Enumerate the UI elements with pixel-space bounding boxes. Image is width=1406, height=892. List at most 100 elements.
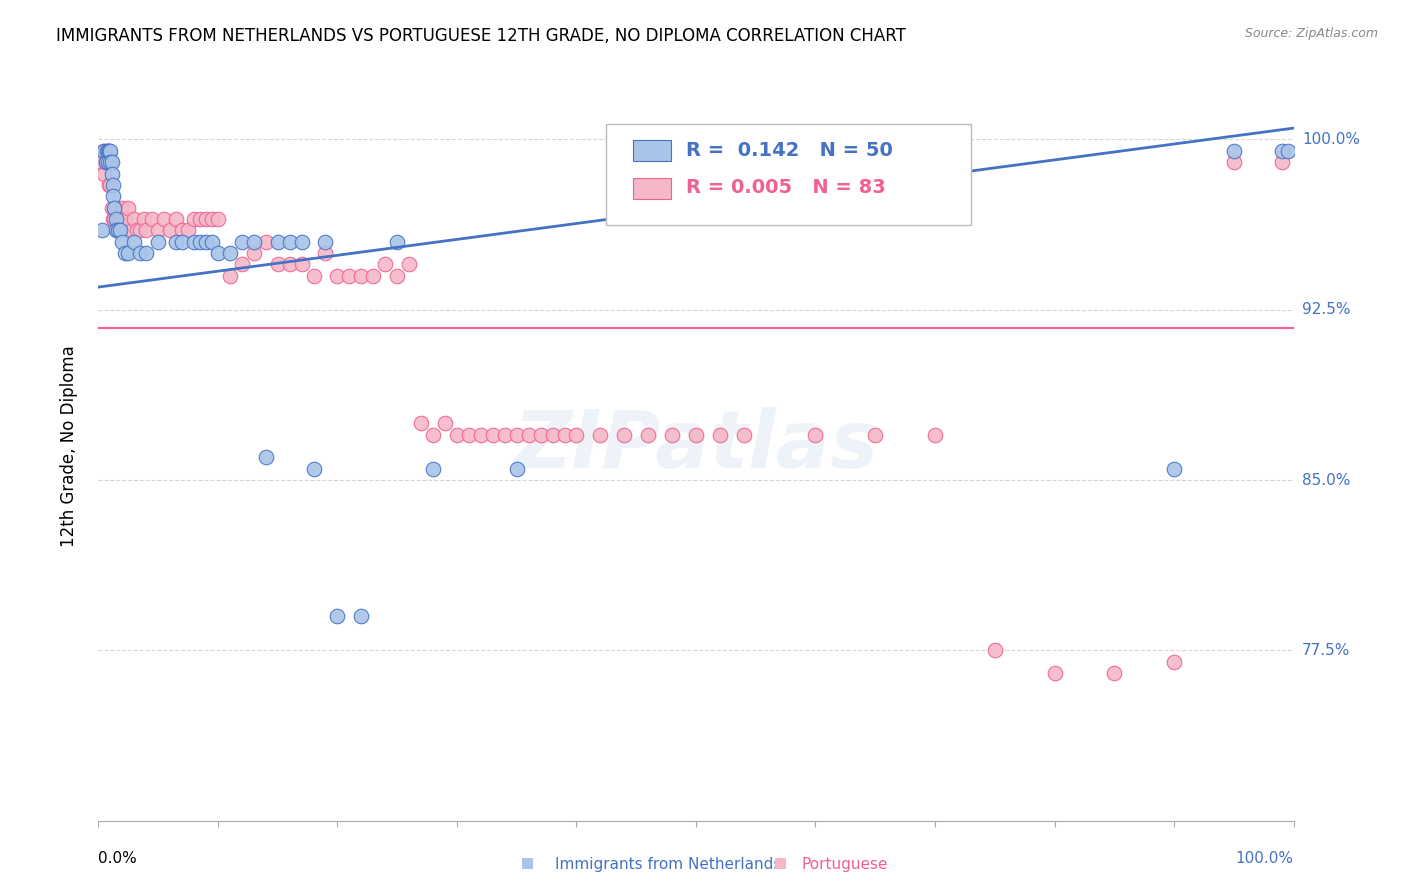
Point [105,211,128,226]
Point [231,235,253,249]
Point [96,155,118,169]
Point [165,211,187,226]
Text: 77.5%: 77.5% [1302,643,1350,657]
Point [97,144,120,158]
Point [195,235,218,249]
Point [385,235,409,249]
Point [98,144,122,158]
Point [96,144,118,158]
Point [91,223,114,237]
Text: 100.0%: 100.0% [1302,132,1360,147]
Point [183,211,205,226]
Point [1043,666,1066,681]
Point [135,246,157,260]
Point [398,257,420,271]
Point [254,235,277,249]
Point [517,427,540,442]
Point [188,211,211,226]
Point [91,155,114,169]
Point [94,155,117,169]
Point [219,246,242,260]
Point [135,223,157,237]
Point [326,268,349,283]
Point [1271,155,1294,169]
Point [111,235,134,249]
Point [101,211,124,226]
Point [278,235,301,249]
Point [374,257,396,271]
Point [231,257,253,271]
Point [148,223,170,237]
Point [554,427,576,442]
Point [506,461,529,475]
Point [177,223,200,237]
Point [411,417,433,431]
Point [105,223,128,237]
Point [107,223,129,237]
Point [129,223,152,237]
Point [93,167,115,181]
Point [243,246,266,260]
Point [101,189,124,203]
Point [125,223,148,237]
Point [482,427,505,442]
Point [243,235,266,249]
Point [733,427,755,442]
FancyBboxPatch shape [633,140,671,161]
Point [141,211,163,226]
Point [98,144,121,158]
Point [315,235,337,249]
Point [107,223,129,237]
Point [363,268,385,283]
Text: R =  0.142   N = 50: R = 0.142 N = 50 [686,141,893,160]
Point [97,155,120,169]
Point [201,235,224,249]
Point [1271,144,1294,158]
Point [97,144,120,158]
Point [350,609,373,624]
Point [207,211,229,226]
Text: 0.0%: 0.0% [98,851,138,865]
Text: 100.0%: 100.0% [1236,851,1294,865]
Point [530,427,553,442]
Point [107,211,129,226]
Point [494,427,516,442]
Point [385,268,409,283]
Point [1223,155,1246,169]
Point [302,268,325,283]
Point [254,450,277,465]
Point [1104,666,1126,681]
Point [434,417,457,431]
Point [153,211,176,226]
Point [117,201,139,215]
Point [148,235,170,249]
Point [302,461,325,475]
Point [291,235,314,249]
Point [117,246,139,260]
Point [661,427,683,442]
Point [1277,144,1299,158]
Point [98,178,121,192]
Point [114,211,136,226]
Point [93,144,115,158]
Point [1163,461,1185,475]
Point [100,201,122,215]
Point [350,268,373,283]
Point [291,257,314,271]
Point [105,201,128,215]
Point [94,155,117,169]
Point [103,201,125,215]
Point [422,427,444,442]
Point [188,235,211,249]
Point [129,246,152,260]
Text: ▪: ▪ [520,853,534,872]
Text: IMMIGRANTS FROM NETHERLANDS VS PORTUGUESE 12TH GRADE, NO DIPLOMA CORRELATION CHA: IMMIGRANTS FROM NETHERLANDS VS PORTUGUES… [56,27,905,45]
Point [91,144,114,158]
Point [124,235,146,249]
Point [637,427,659,442]
Point [470,427,492,442]
Point [1223,144,1246,158]
Point [98,178,122,192]
Text: Immigrants from Netherlands: Immigrants from Netherlands [555,857,782,872]
Point [278,257,301,271]
